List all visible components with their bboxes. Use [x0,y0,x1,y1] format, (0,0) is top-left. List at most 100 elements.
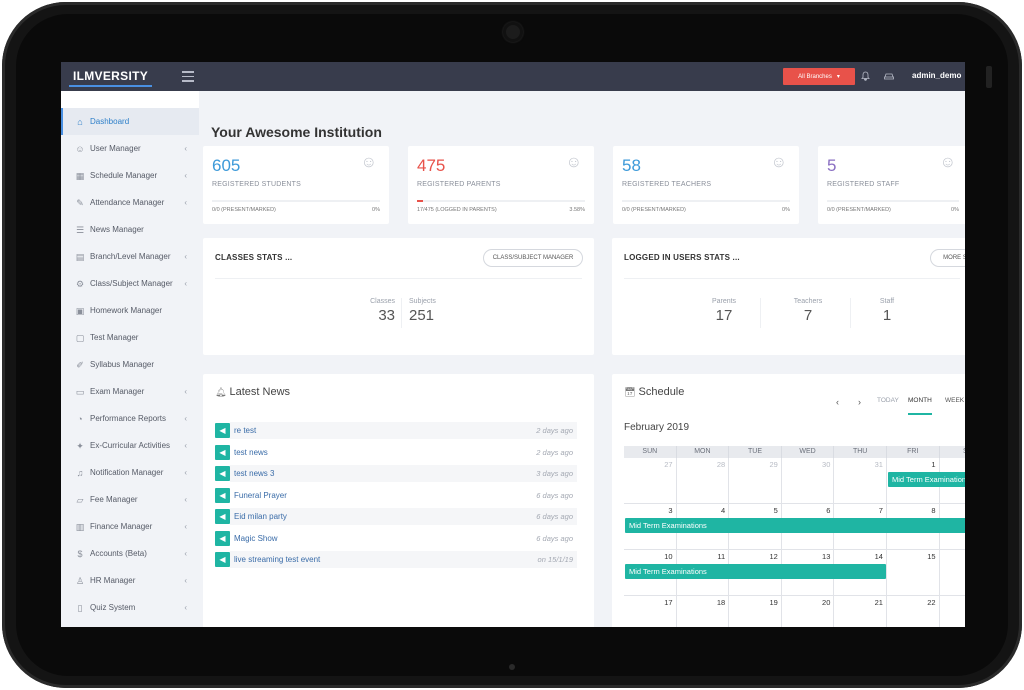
sidebar-item-finance-manager[interactable]: ▥ Finance Manager ‹ [61,513,199,540]
sidebar-item-test-manager[interactable]: ▢ Test Manager [61,324,199,351]
calendar-day-cell[interactable]: 28 [677,458,730,503]
stat-footer: 0/0 (PRESENT/MARKED) 0% [827,207,959,213]
calendar-day-cell[interactable]: 22 [887,596,940,627]
stat-footer-right: 3.58% [569,207,585,213]
sidebar-item-label: Schedule Manager [90,171,158,180]
bell-icon[interactable] [861,71,871,81]
gear-icon: ⚙ [75,278,85,289]
more-stats-button[interactable]: MORE S [930,249,965,267]
menu-toggle-icon[interactable] [182,71,194,82]
list-item[interactable]: ◀ test news 3 3 days ago [215,463,577,485]
news-title[interactable]: live streaming test event [234,555,321,565]
sidebar-item-notification-manager[interactable]: ♫ Notification Manager ‹ [61,459,199,486]
weekday-label: WED [782,446,835,458]
staff-stat: Staff 1 [874,298,900,324]
news-title[interactable]: Funeral Prayer [234,490,287,500]
divider [760,298,761,328]
week-view-button[interactable]: WEEK [945,397,965,404]
sidebar-item-ex-curricular-activities[interactable]: ✦ Ex-Curricular Activities ‹ [61,432,199,459]
calendar-day-number: 28 [716,460,726,469]
sidebar-item-exam-manager[interactable]: ▭ Exam Manager ‹ [61,378,199,405]
calendar-day-cell[interactable]: 15 [887,550,940,595]
calendar-day-cell[interactable] [940,550,965,595]
sidebar-item-attendance-manager[interactable]: ✎ Attendance Manager ‹ [61,189,199,216]
calendar-day-cell[interactable]: 18 [677,596,730,627]
calendar-day-number: 15 [927,552,936,561]
logo[interactable]: ILMVERSITY [69,67,153,87]
sidebar-item-label: HR Manager [90,576,136,585]
car-icon[interactable] [883,71,895,81]
calendar-event[interactable]: Mid Term Examinations [625,564,886,579]
calendar-event[interactable]: Mid Term Examinations [625,518,965,533]
news-title[interactable]: Eid milan party [234,512,287,522]
sidebar-item-quiz-system[interactable]: ▯ Quiz System ‹ [61,594,199,621]
sidebar-item-class-subject-manager[interactable]: ⚙ Class/Subject Manager ‹ [61,270,199,297]
stat-footer: 17/475 (LOGGED IN PARENTS) 3.58% [417,207,585,213]
news-time: on 15/1/19 [537,555,573,565]
sidebar-item-news-manager[interactable]: ☰ News Manager [61,216,199,243]
calendar-day-cell[interactable]: 17 [624,596,677,627]
weekday-label: SUN [624,446,677,458]
megaphone-icon: ◀ [215,466,230,482]
month-view-button[interactable]: MONTH [908,397,932,415]
sidebar-item-performance-reports[interactable]: ◔ Performance Reports ‹ [61,405,199,432]
calendar-day-cell[interactable]: 31 [834,458,887,503]
calendar-day-cell[interactable]: 14 [834,550,887,595]
stat-progress-track [622,200,790,202]
stat-value: 605 [212,156,241,175]
prev-month-button[interactable]: ‹ [836,397,839,407]
news-title[interactable]: Magic Show [234,533,278,543]
sidebar-item-label: News Manager [90,225,144,234]
sidebar-item-label: Attendance Manager [90,198,165,207]
today-button[interactable]: TODAY [877,397,899,404]
calendar-day-cell[interactable] [940,596,965,627]
news-title[interactable]: test news 3 [234,469,275,479]
calendar-day-cell[interactable]: 29 [729,458,782,503]
list-item[interactable]: ◀ re test 2 days ago [215,420,577,442]
sidebar-item-dashboard[interactable]: ⌂ Dashboard [61,108,199,135]
sidebar-item-schedule-manager[interactable]: ▦ Schedule Manager ‹ [61,162,199,189]
chevron-left-icon: ‹ [184,549,187,558]
list-item[interactable]: ◀ live streaming test event on 15/1/19 [215,549,577,571]
sidebar-item-user-manager[interactable]: ☺ User Manager ‹ [61,135,199,162]
calendar-week-row: 17 18 19 20 21 22 [624,596,965,627]
sidebar-item-fee-manager[interactable]: ▱ Fee Manager ‹ [61,486,199,513]
news-title[interactable]: re test [234,426,257,436]
classes-label: Classes [370,298,395,305]
sidebar-item-homework-manager[interactable]: ▣ Homework Manager [61,297,199,324]
chevron-left-icon: ‹ [184,576,187,585]
calendar-day-cell[interactable]: 20 [782,596,835,627]
sidebar-item-syllabus-manager[interactable]: ✐ Syllabus Manager [61,351,199,378]
news-row: live streaming test event on 15/1/19 [230,551,577,569]
camera-icon [503,22,523,42]
calendar-day-cell[interactable]: 21 [834,596,887,627]
sidebar-item-accounts-beta[interactable]: $ Accounts (Beta) ‹ [61,540,199,567]
parents-stat: Parents 17 [702,298,746,324]
divider [215,278,582,279]
chevron-left-icon: ‹ [184,468,187,477]
news-title[interactable]: test news [234,447,268,457]
branch-selector-button[interactable]: All Branches ▾ [783,68,855,85]
sidebar-item-branch-level-manager[interactable]: ▤ Branch/Level Manager ‹ [61,243,199,270]
list-item[interactable]: ◀ test news 2 days ago [215,442,577,464]
calendar-day-cell[interactable]: 30 [782,458,835,503]
class-subject-manager-button[interactable]: CLASS/SUBJECT MANAGER [483,249,583,267]
news-row: Funeral Prayer 6 days ago [230,487,577,504]
list-item[interactable]: ◀ Magic Show 6 days ago [215,528,577,550]
sidebar-item-hr-manager[interactable]: ♙ HR Manager ‹ [61,567,199,594]
calendar-icon: 📅︎ [624,387,636,397]
list-item[interactable]: ◀ Eid milan party 6 days ago [215,506,577,528]
stat-label: REGISTERED STAFF [827,181,900,188]
chevron-left-icon: ‹ [184,441,187,450]
stat-progress-track [417,200,585,202]
megaphone-icon: ◀ [215,423,230,439]
list-item[interactable]: ◀ Funeral Prayer 6 days ago [215,485,577,507]
news-row: Magic Show 6 days ago [230,530,577,547]
user-menu[interactable]: admin_demo [912,71,962,80]
calendar-event[interactable]: Mid Term Examinations [888,472,965,487]
next-month-button[interactable]: › [858,397,861,407]
quiz-icon: ▯ [77,602,83,613]
calendar-day-cell[interactable]: 27 [624,458,677,503]
calendar-day-cell[interactable]: 19 [729,596,782,627]
